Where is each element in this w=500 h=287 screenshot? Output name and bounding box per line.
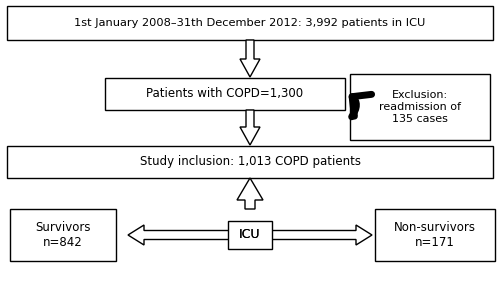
Text: Survivors
n=842: Survivors n=842	[35, 221, 91, 249]
Text: ICU: ICU	[240, 228, 261, 241]
FancyArrowPatch shape	[352, 94, 372, 117]
Bar	[7, 146, 493, 178]
Text: ICU: ICU	[240, 228, 261, 241]
Bar	[375, 209, 495, 261]
Polygon shape	[240, 40, 260, 77]
Bar	[228, 221, 272, 249]
Text: Patients with COPD=1,300: Patients with COPD=1,300	[146, 88, 304, 100]
Bar	[350, 74, 490, 140]
Polygon shape	[128, 225, 232, 245]
Polygon shape	[240, 110, 260, 145]
Text: 1st January 2008–31th December 2012: 3,992 patients in ICU: 1st January 2008–31th December 2012: 3,9…	[74, 18, 426, 28]
Polygon shape	[237, 178, 263, 209]
Bar	[10, 209, 116, 261]
Text: Non-survivors
n=171: Non-survivors n=171	[394, 221, 476, 249]
Bar	[7, 6, 493, 40]
Text: Study inclusion: 1,013 COPD patients: Study inclusion: 1,013 COPD patients	[140, 156, 360, 168]
Polygon shape	[268, 225, 372, 245]
Text: Exclusion:
readmission of
135 cases: Exclusion: readmission of 135 cases	[379, 90, 461, 124]
Bar	[105, 78, 345, 110]
